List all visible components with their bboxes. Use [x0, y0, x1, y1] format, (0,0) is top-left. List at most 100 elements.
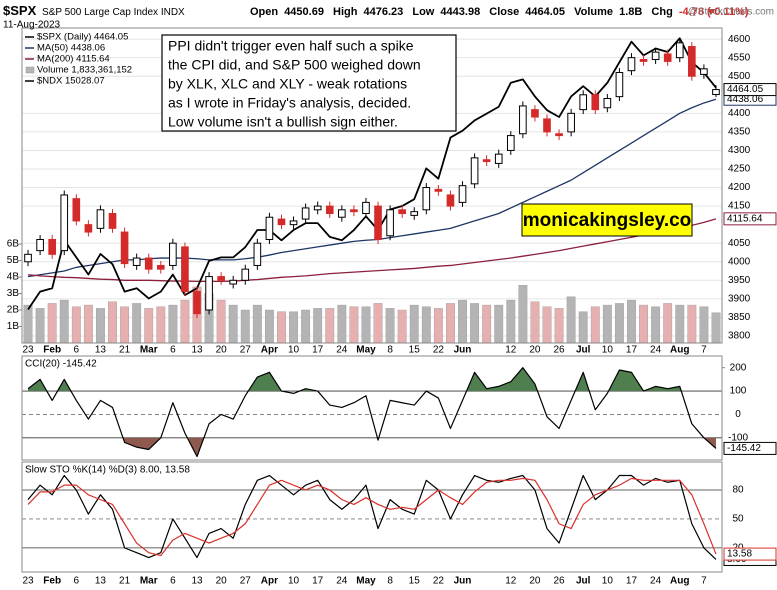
- sto-panel-frame: [21, 461, 723, 573]
- volume-bar: [96, 308, 105, 344]
- candle-body: [338, 209, 346, 218]
- volume-bar: [651, 306, 661, 344]
- candle-body: [410, 211, 419, 216]
- x-tick-label: 20: [529, 576, 541, 587]
- legend-label: MA(200) 4115.64: [37, 54, 110, 65]
- end-label: -145.42: [727, 443, 761, 454]
- volume-bar: [470, 303, 480, 344]
- candle-body: [663, 53, 672, 62]
- candle-body: [24, 253, 32, 263]
- volume-bar: [252, 304, 262, 344]
- y-tick-label: 50: [732, 514, 744, 525]
- candle-body: [531, 109, 539, 118]
- y-tick-label: 3950: [728, 275, 751, 286]
- volume-bar: [168, 304, 178, 344]
- volume-bar: [71, 306, 81, 344]
- volume-bar: [675, 304, 685, 344]
- volume-bar: [108, 301, 117, 344]
- end-label-box: [723, 83, 777, 97]
- candle-body: [386, 209, 394, 237]
- candle-body: [688, 46, 696, 77]
- y-tick-label: 4500: [728, 71, 751, 82]
- volume-bar: [373, 303, 383, 344]
- volume-bar: [554, 308, 564, 344]
- volume-bar: [602, 304, 612, 344]
- stat-value: 1.8B: [619, 6, 642, 18]
- x-tick-label: 22: [433, 576, 445, 587]
- x-tick-label: 8: [387, 576, 393, 587]
- candle-body: [193, 290, 201, 315]
- candle-body: [156, 264, 165, 270]
- volume-bar: [506, 299, 516, 344]
- line: [27, 474, 717, 560]
- candle-body: [627, 57, 636, 72]
- credit: @StockCharts.com: [688, 7, 774, 18]
- candle-body: [700, 68, 708, 75]
- x-tick-label: 23: [22, 576, 34, 587]
- watermark: monicakingsley.co: [523, 210, 692, 231]
- volume-tick-label: 6B: [7, 239, 20, 250]
- x-tick-label: 26: [554, 345, 566, 356]
- x-tick-label: Aug: [670, 345, 689, 356]
- volume-bar: [627, 299, 636, 344]
- x-tick-label: 24: [336, 345, 348, 356]
- y-tick-label: 4400: [728, 108, 751, 119]
- end-label: 4438.06: [727, 94, 764, 105]
- legend-label: $SPX (Daily) 4464.05: [37, 32, 128, 43]
- end-label: 13.58: [727, 549, 752, 560]
- y-tick-label: 200: [730, 362, 747, 373]
- x-tick-label: 13: [191, 345, 203, 356]
- x-tick-label: May: [356, 576, 376, 587]
- x-tick-label: 20: [216, 345, 228, 356]
- x-tick-label: 10: [602, 576, 614, 587]
- x-tick-label: 10: [288, 576, 300, 587]
- y-tick-label: 0: [735, 409, 741, 420]
- volume-bar: [385, 308, 395, 344]
- y-tick-label: 4000: [728, 256, 751, 267]
- x-tick-label: 17: [312, 576, 324, 587]
- candle-body: [169, 242, 177, 266]
- candle-body: [84, 224, 93, 233]
- volume-bar: [397, 309, 407, 344]
- candle-body: [205, 276, 213, 311]
- annotation-line: by XLK, XLC and XLY - weak rotations: [168, 76, 407, 92]
- candle-body: [277, 218, 286, 226]
- candle-body: [446, 194, 455, 207]
- candle-body: [579, 94, 588, 111]
- stat-label: Open: [250, 6, 278, 18]
- stat-label: Low: [412, 6, 434, 18]
- line: [27, 218, 717, 283]
- x-tick-label: Jul: [576, 345, 591, 356]
- candle-body: [301, 207, 310, 220]
- volume-bar: [289, 311, 298, 344]
- candle-body: [639, 59, 648, 62]
- y-tick-label: 4350: [728, 127, 751, 138]
- annotation-line: the CPI did, and S&P 500 weighed down: [168, 57, 421, 73]
- volume-bar: [264, 309, 274, 344]
- volume-bar: [699, 306, 709, 344]
- x-tick-label: Feb: [43, 345, 61, 356]
- volume-bar: [590, 306, 600, 344]
- candle-body: [120, 231, 129, 265]
- x-tick-label: 13: [95, 576, 107, 587]
- y-tick-label: 4600: [728, 34, 751, 45]
- volume-bar: [325, 308, 335, 344]
- volume-bar: [530, 301, 540, 344]
- volume-tick-label: 5B: [7, 255, 20, 266]
- x-tick-label: Mar: [140, 576, 158, 587]
- legend-label: Volume 1,833,361,152: [37, 65, 132, 76]
- volume-bar: [132, 303, 142, 344]
- x-tick-label: 22: [433, 345, 445, 356]
- candle-body: [253, 242, 262, 266]
- candle-body: [132, 257, 141, 266]
- volume-bar: [23, 304, 33, 344]
- volume-bar: [216, 299, 226, 344]
- end-label: 4115.64: [727, 213, 763, 224]
- volume-bar: [349, 306, 359, 344]
- volume-bar: [180, 299, 190, 344]
- candle-body: [241, 268, 250, 281]
- line: [27, 367, 717, 458]
- end-label-box: [723, 547, 777, 561]
- x-tick-label: 24: [650, 576, 662, 587]
